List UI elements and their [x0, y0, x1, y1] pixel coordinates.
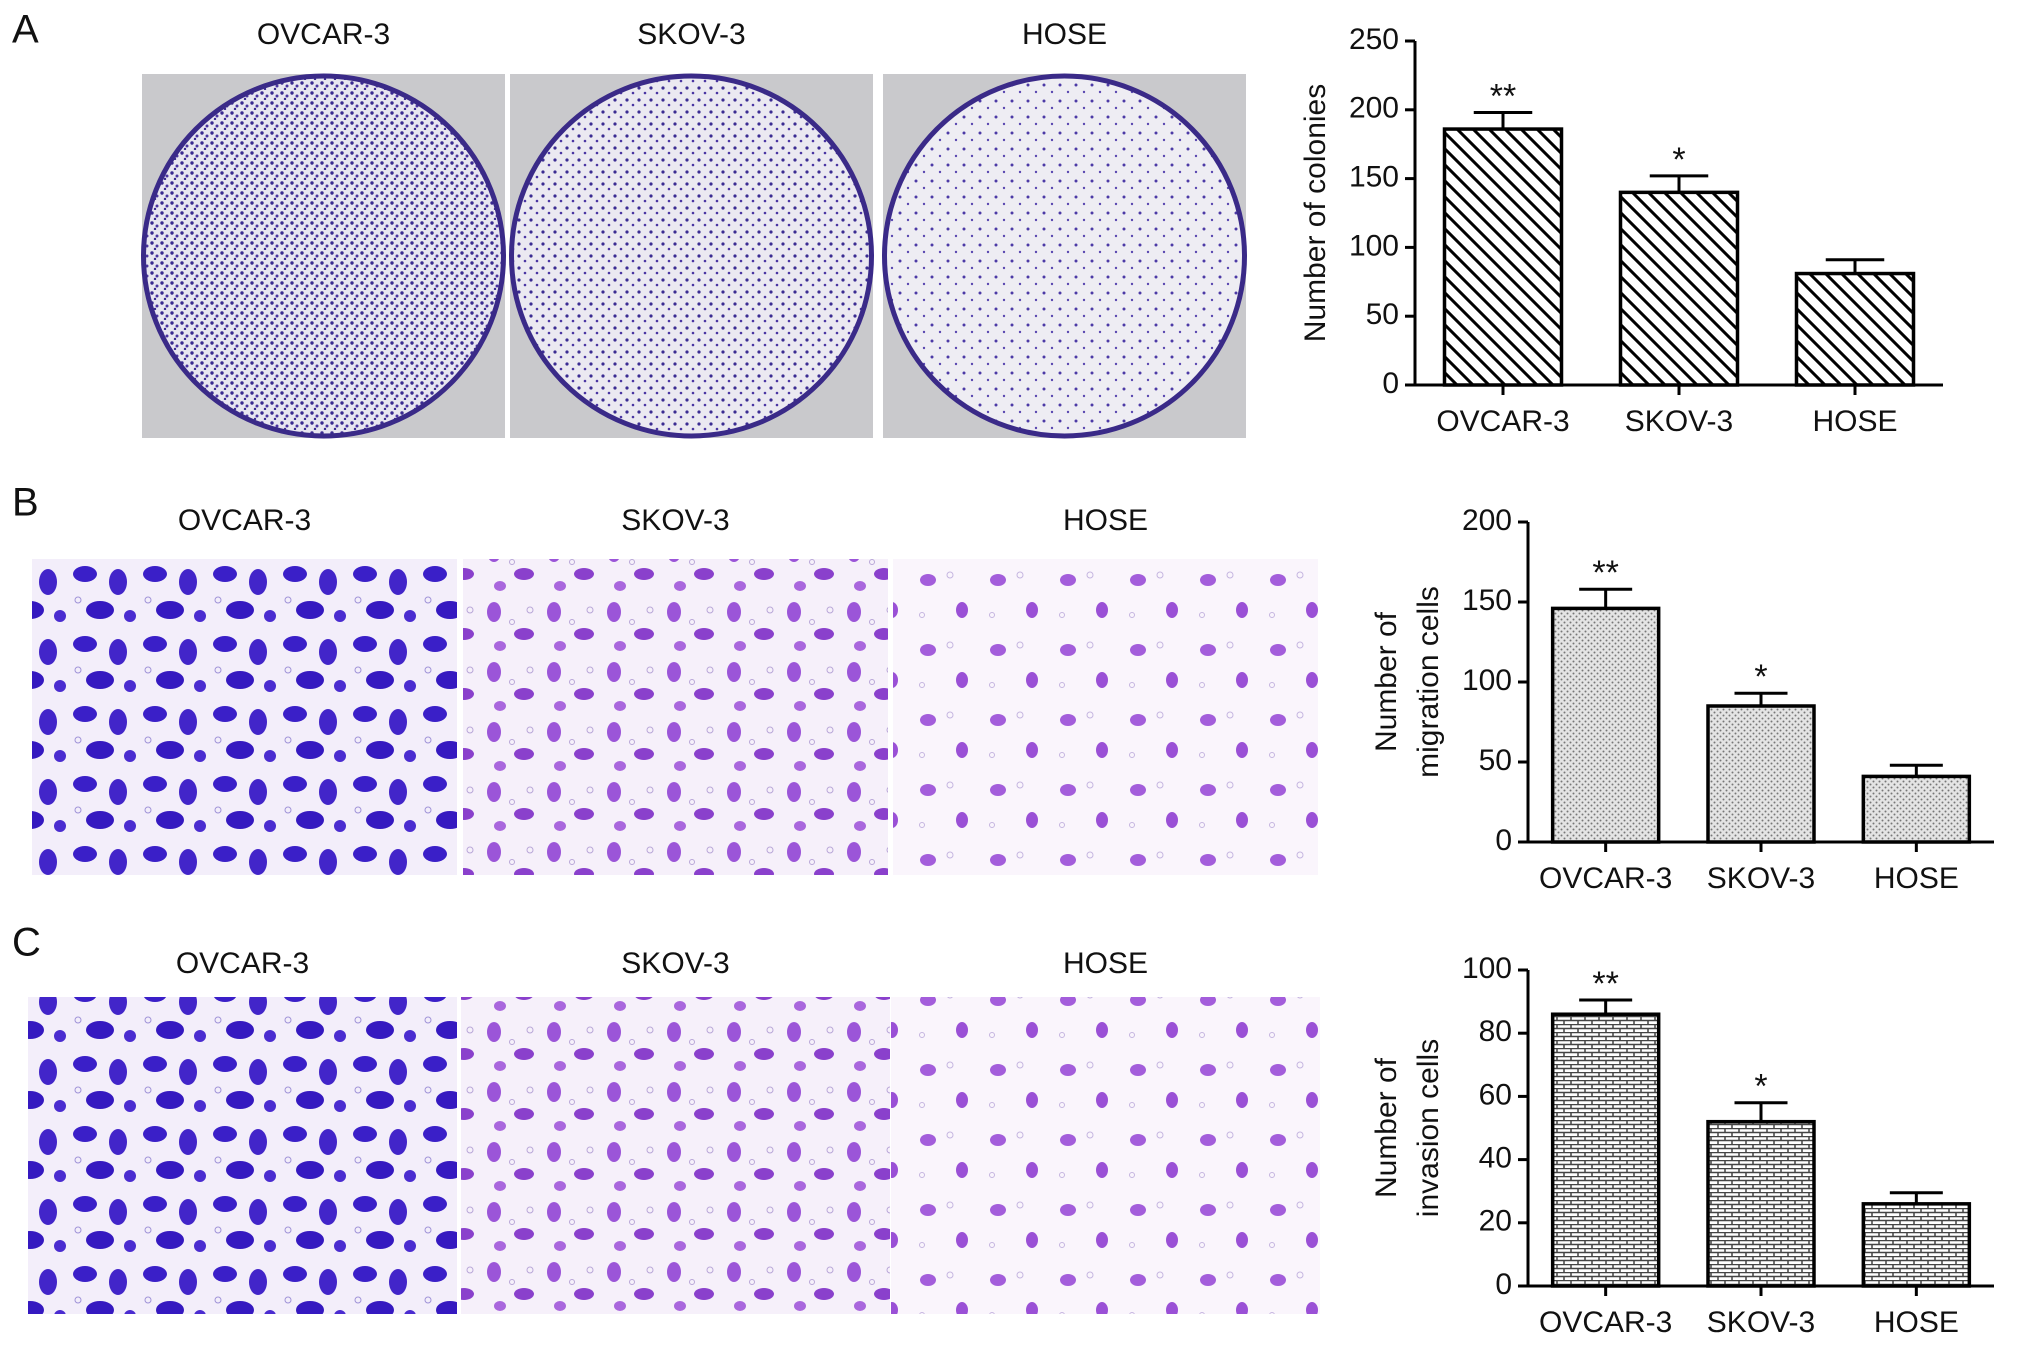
micrograph: [891, 997, 1320, 1314]
x-tick-label: OVCAR-3: [1539, 1306, 1672, 1339]
significance-label: *: [1672, 141, 1685, 179]
y-tick-label: 100: [1462, 664, 1512, 697]
y-tick-label: 100: [1349, 229, 1399, 262]
dish: [882, 73, 1247, 439]
image-label: HOSE: [1022, 18, 1107, 51]
y-tick-label: 150: [1462, 584, 1512, 617]
bar: [1706, 1119, 1816, 1288]
x-tick-label: OVCAR-3: [1539, 862, 1672, 895]
x-tick-label: OVCAR-3: [1436, 405, 1569, 438]
panel-letter: B: [12, 481, 39, 525]
bar: [1550, 1012, 1661, 1288]
y-tick-label: 200: [1462, 504, 1512, 537]
y-axis-label: migration cells: [1412, 586, 1445, 778]
micrograph: [32, 559, 457, 875]
image-label: OVCAR-3: [178, 504, 311, 537]
significance-label: **: [1592, 554, 1618, 592]
x-tick-label: SKOV-3: [1707, 1306, 1815, 1339]
bar: [1442, 127, 1564, 387]
micrograph: [463, 559, 888, 875]
y-tick-label: 60: [1479, 1078, 1512, 1111]
bar: [1794, 271, 1916, 387]
significance-label: *: [1754, 1068, 1767, 1106]
micrograph: [893, 559, 1318, 875]
y-tick-label: 200: [1349, 92, 1399, 125]
image-label: OVCAR-3: [176, 947, 309, 980]
image-label: HOSE: [1063, 504, 1148, 537]
y-axis-label: Number of: [1370, 611, 1403, 752]
x-tick-label: SKOV-3: [1707, 862, 1815, 895]
y-tick-label: 50: [1366, 298, 1399, 331]
y-tick-label: 0: [1382, 367, 1399, 400]
image-label: OVCAR-3: [257, 18, 390, 51]
y-tick-label: 20: [1479, 1205, 1512, 1238]
significance-label: **: [1490, 78, 1516, 116]
y-tick-label: 80: [1479, 1015, 1512, 1048]
bar: [1706, 704, 1816, 844]
y-tick-label: 150: [1349, 161, 1399, 194]
image-label: SKOV-3: [621, 947, 729, 980]
y-tick-label: 40: [1479, 1142, 1512, 1175]
micrograph: [28, 997, 457, 1314]
y-axis-label: invasion cells: [1412, 1039, 1445, 1217]
bar: [1550, 606, 1661, 844]
image-label: SKOV-3: [637, 18, 745, 51]
dish: [509, 73, 874, 439]
image-label: SKOV-3: [621, 504, 729, 537]
x-tick-label: HOSE: [1812, 405, 1897, 438]
y-tick-label: 0: [1495, 1268, 1512, 1301]
y-axis-label: Number of: [1370, 1057, 1403, 1198]
significance-label: *: [1754, 658, 1767, 696]
bar: [1861, 774, 1972, 844]
y-tick-label: 100: [1462, 952, 1512, 985]
image-label: HOSE: [1063, 947, 1148, 980]
x-tick-label: SKOV-3: [1625, 405, 1733, 438]
y-tick-label: 50: [1479, 744, 1512, 777]
bar: [1618, 190, 1740, 387]
significance-label: **: [1592, 965, 1618, 1003]
y-tick-label: 250: [1349, 23, 1399, 56]
y-axis-label: Number of colonies: [1299, 84, 1332, 342]
dish: [141, 73, 506, 439]
x-tick-label: HOSE: [1874, 1306, 1959, 1339]
bar: [1861, 1202, 1972, 1288]
y-tick-label: 0: [1495, 824, 1512, 857]
panel-letter: A: [12, 8, 39, 52]
panel-letter: C: [12, 921, 41, 965]
micrograph: [461, 997, 890, 1314]
x-tick-label: HOSE: [1874, 862, 1959, 895]
